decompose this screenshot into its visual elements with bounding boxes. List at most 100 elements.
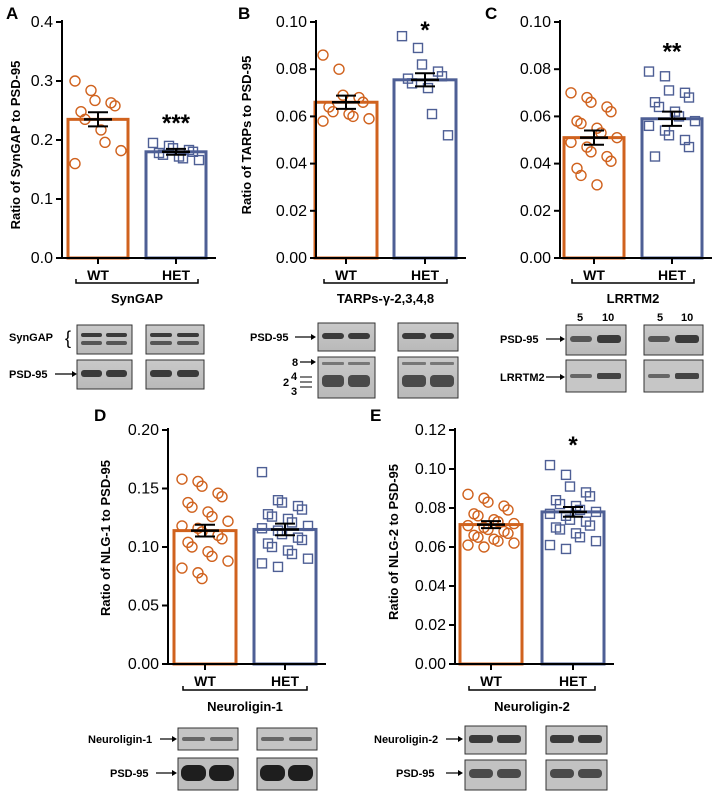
y-tick-label: 0.3	[31, 73, 53, 90]
blot-band	[322, 362, 344, 365]
data-point	[192, 522, 204, 534]
blot-panel-c: 5 10 5 10 PSD-95 LRRTM2	[500, 312, 704, 393]
blot-band	[322, 333, 344, 339]
data-point	[196, 572, 208, 585]
blot-band	[402, 362, 426, 365]
group-bracket	[182, 686, 308, 691]
data-point	[585, 146, 597, 158]
blot-label-psd95-c: PSD-95	[500, 334, 539, 346]
blot-band	[261, 737, 284, 741]
blot-band	[348, 333, 370, 339]
blot-band	[550, 735, 574, 743]
blot-band	[675, 373, 699, 379]
arrowhead-psd95-e	[458, 770, 463, 776]
data-point	[689, 115, 701, 127]
blot-panel-e: Neuroligin-2 PSD-95	[374, 725, 608, 791]
y-tick-label: 0.04	[520, 156, 551, 173]
data-point	[584, 520, 596, 531]
data-point	[683, 141, 695, 153]
data-point	[412, 42, 424, 54]
data-point	[422, 82, 434, 94]
blot-band	[430, 362, 454, 365]
data-point	[472, 510, 484, 522]
panel-label-d: D	[94, 406, 106, 425]
data-point	[193, 154, 205, 166]
blot-label-neuroligin1: Neuroligin-1	[88, 734, 152, 746]
data-point	[115, 144, 127, 157]
blot-label-lrrtm2: LRRTM2	[500, 372, 545, 384]
chart-panel-e: 0.00 0.02 0.04 0.06 0.08 0.10 0.12 WT HET Neuroli…	[415, 422, 614, 714]
significance-marker: **	[663, 39, 682, 66]
category-label: HET	[559, 673, 587, 689]
data-point	[659, 71, 671, 82]
bar	[144, 150, 208, 260]
blot-label-psd95-d: PSD-95	[110, 768, 149, 780]
data-point	[147, 137, 159, 149]
data-point	[478, 492, 490, 504]
data-point	[649, 151, 661, 162]
data-point	[643, 66, 655, 77]
data-point	[472, 531, 484, 543]
data-point	[508, 537, 520, 549]
data-point	[176, 520, 188, 532]
data-point	[502, 527, 514, 540]
category-label: WT	[583, 267, 605, 283]
category-label: HET	[658, 267, 686, 283]
chart-panel-a: 0.0 0.1 0.2 0.3 0.4 WT HET SynGAP ***	[31, 14, 216, 306]
blot-label-neuroligin2: Neuroligin-2	[374, 734, 438, 746]
data-point	[85, 84, 97, 97]
y-tick-label: 0.08	[276, 61, 307, 78]
lane-label: 10	[602, 312, 614, 324]
data-point	[212, 487, 224, 499]
blot-band	[209, 765, 234, 781]
data-point	[109, 100, 121, 112]
y-tick-label: 0.00	[128, 656, 159, 673]
data-point	[302, 520, 314, 532]
y-tick-label: 0.02	[276, 203, 307, 220]
data-point	[222, 515, 234, 527]
y-tick-label: 0.08	[520, 61, 551, 78]
blot-band	[675, 335, 699, 343]
blot-band	[322, 375, 344, 387]
data-point	[89, 94, 101, 107]
data-point	[347, 110, 359, 123]
panel-label-e: E	[370, 406, 381, 425]
blot-band	[210, 737, 233, 741]
blot-band	[177, 341, 199, 345]
blot-band	[578, 735, 602, 743]
arrowhead-tarp-8	[311, 359, 316, 365]
y-tick-label: 0.02	[520, 203, 551, 220]
panel-label-a: A	[6, 4, 18, 23]
chart-panel-d: 0.00 0.05 0.10 0.15 0.20 WT HET Neuroligin-1	[128, 422, 326, 714]
data-point	[216, 533, 228, 545]
blot-band	[648, 374, 670, 378]
arrowhead-psd95-c	[560, 336, 565, 342]
y-tick-label: 0.06	[520, 108, 551, 125]
data-point	[554, 498, 566, 510]
arrowhead-lrrtm2	[560, 374, 565, 380]
arrowhead-psd95-d	[172, 770, 177, 776]
y-tick-label: 0.08	[415, 500, 446, 517]
data-point	[286, 548, 298, 560]
y-tick-label: 0.12	[415, 422, 446, 439]
bar	[252, 527, 318, 666]
y-tick-label: 0.2	[31, 132, 53, 149]
data-point	[590, 506, 602, 518]
blot-band	[81, 333, 102, 337]
data-point	[611, 131, 623, 144]
blot-band	[497, 735, 521, 743]
blot-band	[106, 333, 127, 337]
lane-label: 10	[681, 312, 693, 324]
y-tick-label: 0.0	[31, 250, 53, 267]
y-tick-label: 0.00	[415, 656, 446, 673]
group-label: Neuroligin-1	[207, 699, 283, 714]
data-point	[436, 71, 448, 82]
category-label: HET	[271, 673, 299, 689]
y-axis-title-b: Ratio of TARPs to PSD-95	[239, 56, 254, 215]
blot-band	[182, 737, 205, 741]
data-point	[266, 511, 278, 522]
data-point	[256, 523, 268, 534]
bar	[540, 510, 606, 666]
significance-marker: ***	[162, 110, 191, 137]
data-point	[302, 553, 314, 564]
